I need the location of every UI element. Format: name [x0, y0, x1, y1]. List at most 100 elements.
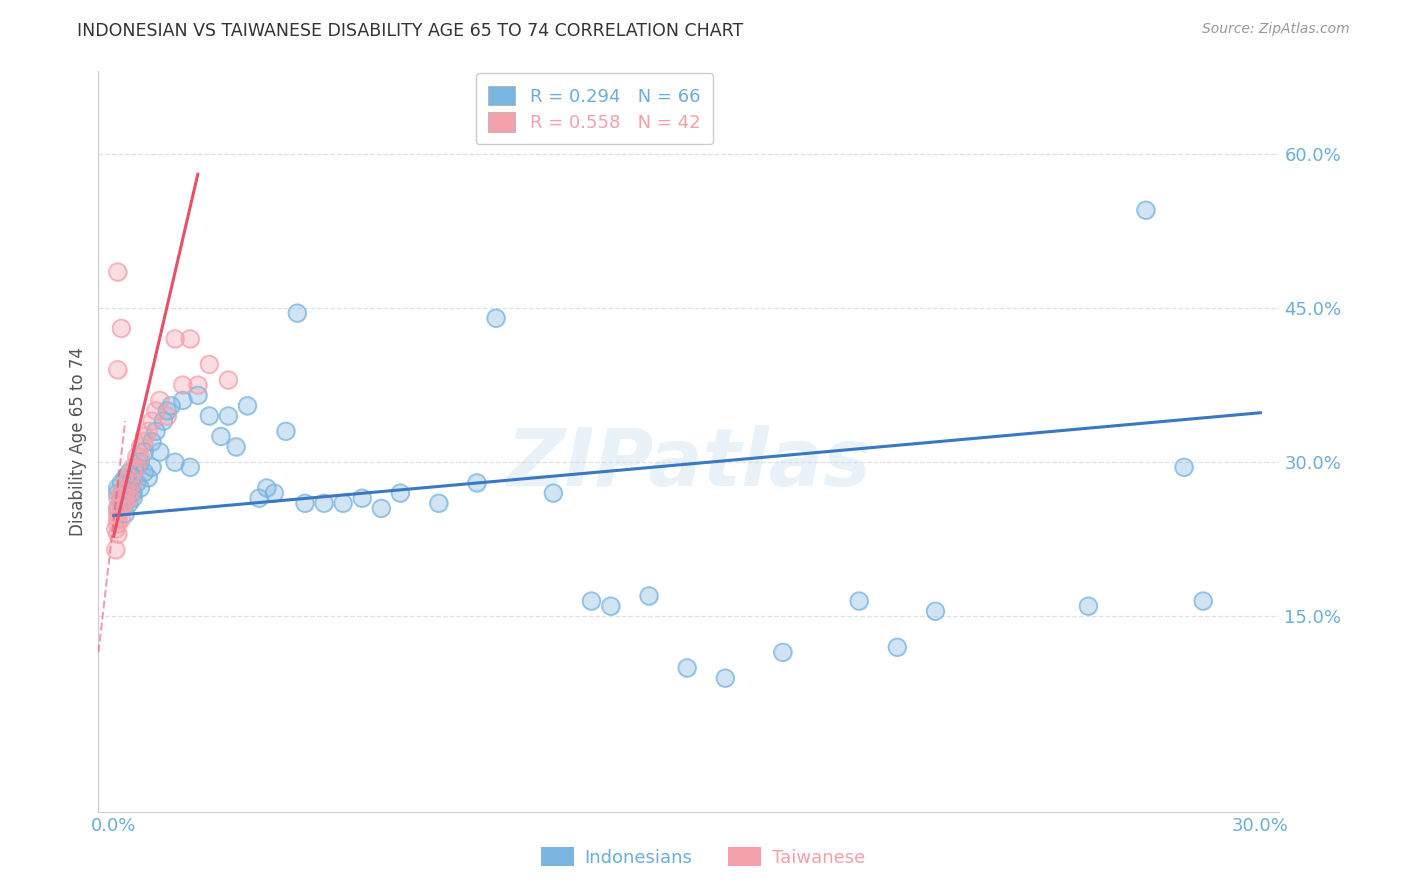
Point	[118, 486, 141, 500]
Point	[107, 516, 129, 531]
Point	[125, 450, 148, 464]
Point	[121, 486, 143, 500]
Point	[134, 445, 156, 459]
Point	[107, 362, 129, 376]
Point	[110, 491, 132, 505]
Point	[107, 516, 129, 531]
Point	[110, 496, 132, 510]
Point	[160, 399, 183, 413]
Point	[485, 311, 508, 326]
Point	[125, 450, 148, 464]
Point	[114, 486, 136, 500]
Point	[114, 491, 136, 505]
Point	[107, 527, 129, 541]
Point	[107, 501, 129, 516]
Point	[1077, 599, 1099, 613]
Point	[107, 527, 129, 541]
Point	[110, 486, 132, 500]
Point	[110, 321, 132, 335]
Point	[886, 640, 908, 655]
Point	[148, 445, 170, 459]
Point	[107, 507, 129, 521]
Point	[370, 501, 392, 516]
Point	[332, 496, 354, 510]
Point	[389, 486, 412, 500]
Point	[104, 522, 127, 536]
Point	[110, 491, 132, 505]
Point	[118, 496, 141, 510]
Point	[236, 399, 259, 413]
Point	[187, 378, 209, 392]
Point	[121, 466, 143, 480]
Point	[427, 496, 450, 510]
Point	[209, 429, 232, 443]
Point	[198, 358, 221, 372]
Point	[156, 403, 179, 417]
Point	[118, 466, 141, 480]
Point	[114, 481, 136, 495]
Point	[107, 501, 129, 516]
Point	[107, 265, 129, 279]
Point	[332, 496, 354, 510]
Point	[129, 450, 152, 464]
Point	[163, 455, 186, 469]
Point	[581, 594, 603, 608]
Point	[134, 466, 156, 480]
Point	[110, 501, 132, 516]
Point	[118, 491, 141, 505]
Point	[1135, 203, 1157, 218]
Point	[179, 460, 201, 475]
Point	[389, 486, 412, 500]
Point	[125, 475, 148, 490]
Point	[114, 481, 136, 495]
Point	[114, 491, 136, 505]
Point	[107, 507, 129, 521]
Point	[148, 393, 170, 408]
Point	[772, 645, 794, 659]
Point	[1135, 203, 1157, 218]
Point	[217, 409, 239, 423]
Point	[107, 491, 129, 505]
Point	[129, 455, 152, 469]
Point	[285, 306, 308, 320]
Point	[114, 491, 136, 505]
Point	[263, 486, 285, 500]
Point	[110, 496, 132, 510]
Point	[134, 466, 156, 480]
Point	[599, 599, 621, 613]
Point	[114, 486, 136, 500]
Point	[118, 481, 141, 495]
Point	[886, 640, 908, 655]
Point	[141, 434, 163, 449]
Point	[581, 594, 603, 608]
Text: ZIPatlas: ZIPatlas	[506, 425, 872, 503]
Point	[121, 466, 143, 480]
Point	[114, 507, 136, 521]
Point	[541, 486, 564, 500]
Point	[156, 409, 179, 423]
Point	[141, 434, 163, 449]
Point	[312, 496, 335, 510]
Legend: R = 0.294   N = 66, R = 0.558   N = 42: R = 0.294 N = 66, R = 0.558 N = 42	[475, 73, 713, 145]
Point	[848, 594, 870, 608]
Point	[121, 486, 143, 500]
Point	[312, 496, 335, 510]
Point	[110, 475, 132, 490]
Point	[294, 496, 316, 510]
Point	[121, 470, 143, 484]
Point	[114, 496, 136, 510]
Point	[637, 589, 659, 603]
Point	[134, 434, 156, 449]
Point	[118, 481, 141, 495]
Point	[104, 522, 127, 536]
Point	[107, 501, 129, 516]
Text: Source: ZipAtlas.com: Source: ZipAtlas.com	[1202, 22, 1350, 37]
Point	[118, 470, 141, 484]
Point	[209, 429, 232, 443]
Point	[187, 378, 209, 392]
Point	[110, 491, 132, 505]
Point	[676, 661, 699, 675]
Point	[107, 491, 129, 505]
Point	[187, 388, 209, 402]
Point	[465, 475, 488, 490]
